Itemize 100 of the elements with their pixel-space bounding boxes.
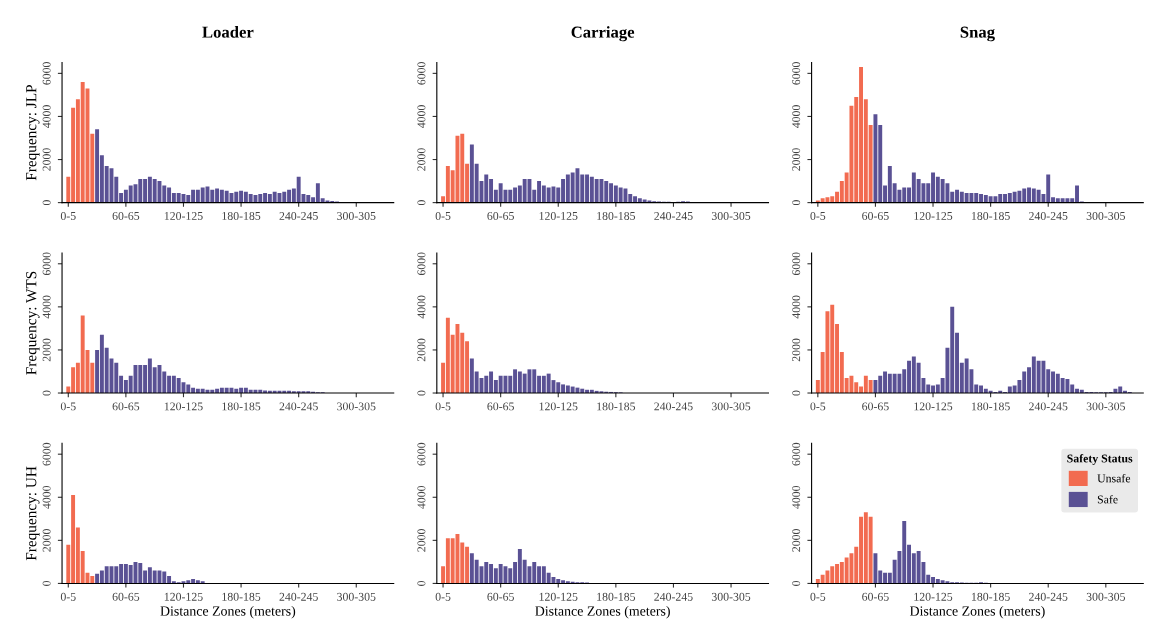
x-tick-label: 300-305 [711, 211, 751, 220]
y-tick-label: 4000 [42, 485, 51, 509]
x-tick-label: 60-65 [112, 211, 140, 220]
y-tick-label: 6000 [792, 62, 801, 85]
chart-title: Loader [202, 26, 254, 38]
x-tick-label: 240-245 [1029, 211, 1068, 220]
x-tick-label: 0-5 [60, 211, 76, 220]
x-tick-label: 60-65 [487, 402, 514, 411]
y-tick-label: 6000 [417, 62, 426, 85]
x-tick-label: 120-125 [164, 592, 203, 601]
x-tick-label: 120-125 [914, 592, 953, 601]
x-tick-label: 0-5 [810, 211, 826, 220]
x-axis-title: Distance Zones (meters) [909, 605, 1045, 619]
legend-label: Unsafe [1097, 473, 1131, 483]
y-tick-label: 6000 [792, 442, 801, 466]
x-tick-label: 180-185 [971, 211, 1010, 220]
y-tick-label: 0 [42, 200, 51, 206]
y-tick-label: 2000 [417, 529, 426, 552]
x-tick-label: 0-5 [435, 211, 451, 220]
x-tick-label: 0-5 [435, 402, 451, 411]
y-tick-label: 2000 [792, 148, 801, 171]
x-tick-label: 60-65 [487, 592, 514, 601]
y-tick-label: 0 [417, 200, 426, 206]
y-tick-label: 4000 [42, 295, 51, 319]
y-axis-title: Frequency: UH [26, 466, 40, 561]
y-tick-label: 6000 [42, 252, 51, 276]
x-tick-label: 240-245 [279, 211, 318, 220]
y-tick-label: 2000 [42, 338, 51, 362]
x-tick-label: 180-185 [222, 402, 261, 411]
y-tick-label: 6000 [42, 442, 51, 466]
y-axis-title: Frequency: JLP [26, 85, 40, 181]
y-axis-title: Frequency: WTS [26, 271, 40, 375]
x-tick-label: 300-305 [337, 211, 376, 220]
x-tick-label: 180-185 [597, 402, 636, 411]
x-tick-label: 240-245 [654, 402, 693, 411]
y-tick-label: 2000 [417, 148, 426, 171]
x-tick-label: 120-125 [539, 402, 578, 411]
x-tick-label: 120-125 [914, 211, 953, 220]
x-tick-label: 0-5 [60, 592, 76, 601]
x-tick-label: 60-65 [112, 402, 140, 411]
y-tick-label: 2000 [792, 529, 801, 552]
y-tick-label: 2000 [42, 148, 51, 171]
y-tick-label: 2000 [417, 338, 426, 362]
x-tick-label: 180-185 [597, 211, 636, 220]
x-axis-title: Distance Zones (meters) [535, 605, 670, 619]
y-tick-label: 4000 [792, 295, 801, 319]
x-tick-label: 180-185 [971, 402, 1010, 411]
y-tick-label: 0 [792, 390, 801, 396]
y-tick-label: 4000 [792, 485, 801, 509]
legend-label: Safe [1097, 495, 1118, 504]
y-tick-label: 2000 [792, 338, 801, 362]
x-tick-label: 120-125 [539, 211, 578, 220]
chart-title: Carriage [571, 26, 635, 42]
x-tick-label: 240-245 [654, 211, 693, 220]
x-tick-label: 120-125 [539, 592, 578, 601]
y-tick-label: 0 [417, 580, 426, 586]
y-tick-label: 0 [42, 580, 51, 586]
y-tick-label: 0 [42, 390, 51, 396]
x-tick-label: 0-5 [810, 402, 826, 411]
x-tick-label: 300-305 [337, 402, 376, 411]
x-tick-label: 60-65 [862, 592, 889, 601]
x-tick-label: 300-305 [711, 402, 751, 411]
x-tick-label: 240-245 [279, 402, 318, 411]
x-tick-label: 60-65 [862, 211, 889, 220]
x-tick-label: 300-305 [1086, 211, 1126, 220]
x-tick-label: 0-5 [435, 592, 451, 601]
x-tick-label: 240-245 [1029, 402, 1068, 411]
x-tick-label: 300-305 [1086, 592, 1126, 601]
x-tick-label: 300-305 [711, 592, 751, 601]
y-tick-label: 4000 [792, 105, 801, 129]
y-tick-label: 0 [792, 200, 801, 206]
x-tick-label: 240-245 [279, 592, 318, 601]
x-tick-label: 60-65 [112, 592, 140, 601]
x-axis-title: Distance Zones (meters) [160, 605, 296, 619]
x-tick-label: 120-125 [164, 402, 203, 411]
legend-title: Safety Status [1067, 454, 1133, 465]
y-tick-label: 4000 [417, 485, 426, 509]
x-tick-label: 300-305 [337, 592, 376, 601]
x-tick-label: 60-65 [862, 402, 889, 411]
x-tick-label: 180-185 [971, 592, 1010, 601]
x-tick-label: 0-5 [810, 592, 826, 601]
y-tick-label: 0 [417, 390, 426, 396]
y-tick-label: 4000 [417, 105, 426, 129]
y-tick-label: 6000 [792, 252, 801, 276]
y-tick-label: 6000 [42, 62, 51, 85]
x-tick-label: 60-65 [487, 211, 514, 220]
x-tick-label: 300-305 [1086, 402, 1126, 411]
chart-title: Snag [960, 26, 995, 42]
y-tick-label: 0 [792, 580, 801, 586]
x-tick-label: 180-185 [222, 211, 261, 220]
y-tick-label: 6000 [417, 252, 426, 276]
y-tick-label: 4000 [42, 105, 51, 129]
x-tick-label: 180-185 [222, 592, 261, 601]
x-tick-label: 180-185 [597, 592, 636, 601]
y-tick-label: 6000 [417, 442, 426, 466]
y-tick-label: 2000 [42, 529, 51, 552]
y-tick-label: 4000 [417, 295, 426, 319]
x-tick-label: 0-5 [60, 402, 76, 411]
x-tick-label: 240-245 [654, 592, 693, 601]
x-tick-label: 240-245 [1029, 592, 1068, 601]
